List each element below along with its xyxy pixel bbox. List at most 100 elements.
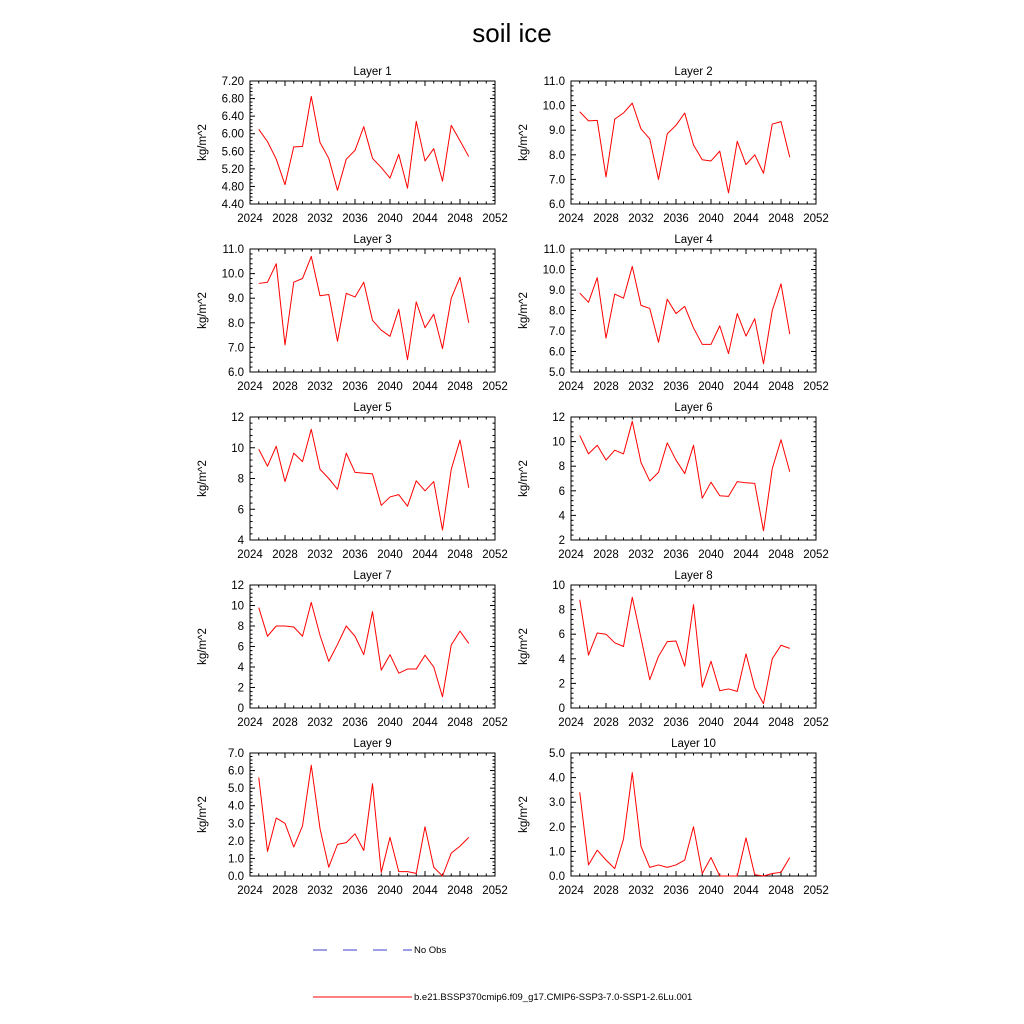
panel-9-xtick-label: 2040 <box>377 885 403 897</box>
panel-2-xtick-label: 2028 <box>593 213 619 225</box>
panel-9-ytick-label: 0.0 <box>228 871 244 883</box>
panel-10-ytick-label: 1.0 <box>549 846 565 858</box>
panel-8-ytick-label: 2 <box>559 678 565 690</box>
panel-3-xtick-label: 2052 <box>482 381 508 393</box>
panel-6-xtick-label: 2048 <box>768 549 794 561</box>
panel-7-ytick-label: 8 <box>238 621 244 633</box>
panel-5-xtick-label: 2044 <box>412 549 438 561</box>
panel-1-ytick-label: 5.20 <box>222 164 244 176</box>
panel-6-xtick-label: 2036 <box>663 549 689 561</box>
panel-10-ytick-label: 0.0 <box>549 871 565 883</box>
panel-1-ytick-label: 6.00 <box>222 129 244 141</box>
panel-10: Layer 10 kg/m^2 2024 2028 2032 2036 2040 2044 20… <box>518 738 829 897</box>
panel-4-frame <box>570 248 817 373</box>
panel-2-xtick-label: 2024 <box>558 213 584 225</box>
panel-9-xtick-label: 2052 <box>482 885 508 897</box>
panel-4-ytick-label: 7.0 <box>549 326 565 338</box>
panel-1-series-line <box>258 95 470 191</box>
panel-7-ylabel: kg/m^2 <box>197 628 209 665</box>
panel-5: Layer 5 kg/m^2 2024 2028 2032 2036 2040 2044 204… <box>197 402 508 561</box>
panel-8-xtick-label: 2028 <box>593 717 619 729</box>
legend-model-label: b.e21.BSSP370cmip6.f09_g17.CMIP6-SSP3-7.… <box>414 992 692 1003</box>
panel-8-ytick-label: 0 <box>559 703 565 715</box>
panel-2-xtick-label: 2044 <box>733 213 759 225</box>
panel-9-ylabel: kg/m^2 <box>197 796 209 833</box>
panel-10-ylabel: kg/m^2 <box>518 796 530 833</box>
panel-3-xtick-label: 2024 <box>237 381 263 393</box>
panel-3-ytick-label: 6.0 <box>228 367 244 379</box>
panel-2-ytick-label: 8.0 <box>549 150 565 162</box>
panel-4-ytick-label: 8.0 <box>549 306 565 318</box>
panel-4-xtick-label: 2040 <box>698 381 724 393</box>
panel-7-ytick-label: 0 <box>238 703 244 715</box>
panel-6-xtick-label: 2024 <box>558 549 584 561</box>
panel-2-series-line <box>579 102 791 194</box>
panel-10-xtick-label: 2036 <box>663 885 689 897</box>
panel-1-xtick-label: 2048 <box>447 213 473 225</box>
panel-6-title: Layer 6 <box>674 402 712 414</box>
panel-3-xtick-label: 2044 <box>412 381 438 393</box>
panel-9-xtick-label: 2036 <box>342 885 368 897</box>
panel-7-ytick-label: 4 <box>238 662 245 674</box>
panel-6-frame <box>570 416 817 541</box>
panel-4-xtick-label: 2052 <box>803 381 829 393</box>
panel-1-xtick-label: 2052 <box>482 213 508 225</box>
panel-3-ylabel: kg/m^2 <box>197 292 209 329</box>
panel-6-xtick-label: 2032 <box>628 549 654 561</box>
panel-1-ytick-label: 5.60 <box>222 146 244 158</box>
panel-1-xtick-label: 2032 <box>307 213 333 225</box>
panel-10-ytick-label: 2.0 <box>549 822 565 834</box>
panel-1-xtick-label: 2040 <box>377 213 403 225</box>
panel-6-ytick-label: 4 <box>559 510 566 522</box>
panel-3-xtick-label: 2028 <box>272 381 298 393</box>
panel-2-ytick-label: 10.0 <box>543 101 565 113</box>
panel-9: Layer 9 kg/m^2 2024 2028 2032 2036 2040 2044 204… <box>197 738 508 897</box>
panel-9-xtick-label: 2044 <box>412 885 438 897</box>
panel-10-xtick-label: 2032 <box>628 885 654 897</box>
panel-9-xtick-label: 2028 <box>272 885 298 897</box>
panel-3-ytick-label: 8.0 <box>228 318 244 330</box>
panel-7-title: Layer 7 <box>353 570 391 582</box>
panel-6-series-line <box>579 420 791 532</box>
panel-3-xtick-label: 2048 <box>447 381 473 393</box>
panel-10-title: Layer 10 <box>671 738 716 750</box>
panel-4-ytick-label: 11.0 <box>543 244 565 256</box>
panel-5-series-line <box>258 428 470 531</box>
panel-9-series-line <box>258 764 470 877</box>
panel-2-xtick-label: 2036 <box>663 213 689 225</box>
panel-2-ytick-label: 11.0 <box>543 76 565 88</box>
panel-6-ytick-label: 12 <box>552 412 565 424</box>
panel-7-xtick-label: 2036 <box>342 717 368 729</box>
panel-1-ytick-label: 4.40 <box>222 199 244 211</box>
legend: No Obs b.e21.BSSP370cmip6.f09_g17.CMIP6-… <box>313 945 692 1003</box>
panel-7-ytick-label: 10 <box>231 601 244 613</box>
panel-1-xtick-label: 2028 <box>272 213 298 225</box>
panel-7-xtick-label: 2028 <box>272 717 298 729</box>
panel-5-xtick-label: 2052 <box>482 549 508 561</box>
panel-8-series-line <box>579 596 790 705</box>
panel-7-xtick-label: 2024 <box>237 717 263 729</box>
panel-5-xtick-label: 2028 <box>272 549 298 561</box>
panel-4-ytick-label: 9.0 <box>549 285 565 297</box>
panel-6-ytick-label: 2 <box>559 535 565 547</box>
panel-8-title: Layer 8 <box>674 570 712 582</box>
panel-9-title: Layer 9 <box>353 738 391 750</box>
panel-10-ytick-label: 3.0 <box>549 797 565 809</box>
panel-1-ytick-label: 6.80 <box>222 94 244 106</box>
panel-1-xtick-label: 2044 <box>412 213 438 225</box>
panel-1-ytick-label: 7.20 <box>222 76 244 88</box>
panel-8-ytick-label: 4 <box>559 654 566 666</box>
panel-5-xtick-label: 2024 <box>237 549 263 561</box>
panel-5-frame <box>249 416 496 541</box>
panel-5-ytick-label: 10 <box>231 443 244 455</box>
panel-2-xtick-label: 2048 <box>768 213 794 225</box>
legend-no-obs-label: No Obs <box>414 945 446 956</box>
panel-8-xtick-label: 2044 <box>733 717 759 729</box>
panel-3: Layer 3 kg/m^2 2024 2028 2032 2036 2040 2044 204… <box>197 234 508 393</box>
panel-2-frame <box>570 80 817 205</box>
figure-title: soil ice <box>472 18 552 48</box>
panel-3-title: Layer 3 <box>353 234 391 246</box>
panel-3-ytick-label: 10.0 <box>222 269 244 281</box>
